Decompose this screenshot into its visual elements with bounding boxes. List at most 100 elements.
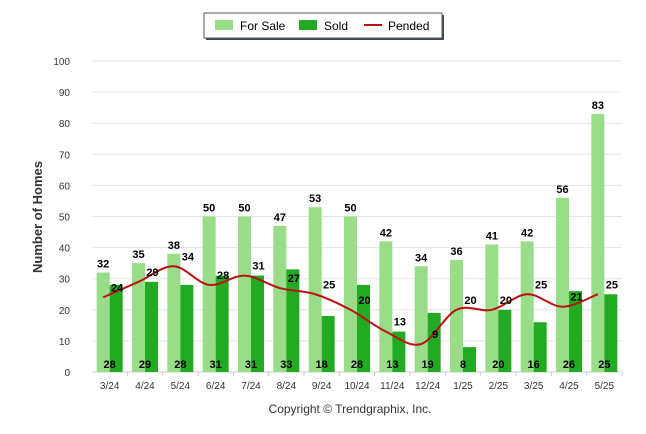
bar-sold (498, 309, 512, 372)
label-for-sale: 34 (415, 252, 428, 264)
label-for-sale: 41 (486, 230, 498, 242)
bar-for-sale (485, 244, 499, 372)
pended-line (102, 265, 599, 346)
label-sold: 28 (351, 359, 363, 371)
x-tick-label: 4/25 (559, 381, 579, 392)
x-tick-label: 1/25 (453, 381, 473, 392)
label-pended: 24 (111, 282, 124, 294)
label-pended: 31 (252, 261, 264, 273)
bar-sold (357, 284, 370, 372)
y-tick-label: 10 (59, 337, 71, 348)
label-pended: 27 (288, 273, 300, 285)
x-tick-label: 9/24 (312, 381, 332, 392)
label-sold: 26 (563, 359, 575, 371)
label-sold: 28 (174, 359, 186, 371)
label-sold: 28 (104, 359, 116, 371)
label-pended: 29 (146, 267, 158, 279)
bar-sold (569, 291, 582, 372)
bar-for-sale (520, 241, 534, 372)
bar-sold (427, 312, 441, 372)
bar-sold (463, 347, 476, 372)
label-pended: 28 (217, 270, 229, 282)
bar-sold (145, 281, 158, 372)
legend-label-sold: Sold (324, 19, 348, 33)
bars (96, 113, 618, 373)
label-pended: 13 (394, 317, 406, 329)
bar-sold (251, 275, 264, 372)
y-tick-label: 60 (59, 181, 71, 192)
y-axis: 0 10 20 30 40 50 60 70 80 90 100 (53, 57, 70, 379)
label-sold: 31 (210, 359, 222, 371)
bar-sold (215, 275, 229, 372)
legend-swatch-for-sale (215, 20, 233, 30)
bar-for-sale (132, 263, 145, 372)
label-for-sale: 50 (344, 203, 356, 215)
label-for-sale: 42 (380, 227, 392, 239)
label-for-sale: 83 (592, 100, 604, 112)
label-sold: 16 (528, 359, 540, 371)
bar-for-sale (238, 216, 251, 372)
y-tick-label: 50 (59, 213, 71, 224)
bar-for-sale (344, 216, 357, 372)
label-pended: 34 (182, 251, 195, 263)
y-tick-label: 80 (59, 119, 71, 130)
bar-sold (604, 294, 618, 372)
y-tick-label: 0 (64, 368, 70, 379)
y-axis-title: Number of Homes (30, 161, 45, 273)
label-sold: 20 (492, 359, 504, 371)
bar-for-sale (167, 253, 181, 372)
label-for-sale: 56 (556, 184, 568, 196)
bar-sold (392, 331, 406, 372)
x-tick-label: 5/25 (595, 381, 615, 392)
bar-sold (533, 322, 547, 372)
label-sold: 25 (598, 359, 610, 371)
x-axis: 3/24 4/24 5/24 6/24 7/24 8/24 9/24 10/24 11/24 12… (100, 372, 623, 392)
label-sold: 18 (316, 359, 328, 371)
label-sold: 33 (280, 359, 292, 371)
label-for-sale: 36 (450, 246, 462, 258)
bar-sold (321, 316, 335, 372)
label-pended: 9 (432, 329, 438, 341)
label-sold: 29 (139, 359, 151, 371)
label-for-sale: 50 (238, 203, 250, 215)
label-for-sale: 50 (203, 203, 215, 215)
bar-sold (180, 284, 194, 372)
x-tick-label: 3/25 (524, 381, 544, 392)
bar-for-sale (96, 272, 110, 372)
label-for-sale: 53 (309, 193, 321, 205)
x-tick-label: 11/24 (380, 381, 405, 392)
label-pended: 25 (606, 279, 618, 291)
label-for-sale: 42 (521, 227, 533, 239)
x-tick-label: 2/25 (489, 381, 509, 392)
legend-label-pended: Pended (388, 19, 429, 33)
pended-line-path (102, 265, 599, 346)
x-tick-label: 8/24 (277, 381, 297, 392)
y-tick-label: 100 (53, 57, 70, 68)
y-tick-label: 90 (59, 88, 71, 99)
label-for-sale: 32 (97, 258, 109, 270)
label-for-sale: 38 (168, 240, 180, 252)
bar-sold (109, 284, 123, 372)
x-tick-label: 5/24 (171, 381, 191, 392)
label-pended: 20 (358, 295, 370, 307)
label-pended: 25 (535, 279, 547, 291)
x-tick-label: 6/24 (206, 381, 226, 392)
label-for-sale: 47 (274, 212, 286, 224)
bar-for-sale (450, 260, 463, 372)
legend-swatch-sold (299, 20, 317, 30)
bar-for-sale (308, 207, 322, 372)
bar-for-sale (379, 241, 393, 372)
bar-for-sale (273, 225, 287, 372)
label-pended: 20 (500, 295, 512, 307)
x-tick-label: 7/24 (241, 381, 261, 392)
label-sold: 31 (245, 359, 257, 371)
bar-for-sale (202, 216, 216, 372)
x-tick-label: 4/24 (135, 381, 155, 392)
x-tick-label: 10/24 (344, 381, 369, 392)
label-for-sale: 35 (132, 249, 144, 261)
bar-for-sale (556, 197, 569, 372)
data-labels: 3228352938285031503147335318502842133419… (97, 100, 618, 371)
bar-sold (286, 269, 300, 372)
bar-for-sale (591, 113, 605, 373)
